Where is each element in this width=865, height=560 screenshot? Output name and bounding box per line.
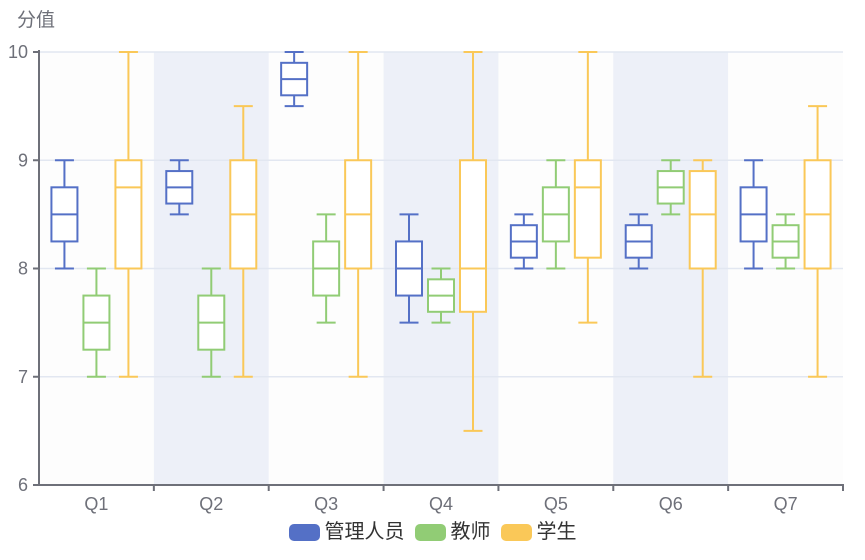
legend-item-teachers[interactable]: 教师 [414, 521, 491, 543]
boxplot-box-teachers-q2[interactable] [197, 267, 226, 378]
x-axis-label-q3: Q3 [314, 494, 338, 514]
boxplot-box-students-q6[interactable] [688, 159, 717, 378]
y-axis-label: 8 [18, 259, 28, 279]
y-axis-label: 7 [18, 367, 28, 387]
legend-label-teachers: 教师 [450, 521, 491, 543]
boxplot-box-admin-staff-q1[interactable] [50, 159, 79, 270]
boxplot-box-students-q2[interactable] [229, 105, 258, 378]
boxplot-box-teachers-q3[interactable] [312, 213, 341, 324]
boxplot-box-admin-staff-q6[interactable] [624, 213, 653, 270]
boxplot-box-teachers-q5[interactable] [541, 159, 570, 270]
boxplot-box-admin-staff-q2[interactable] [165, 159, 194, 216]
x-axis-label-q7: Q7 [774, 494, 798, 514]
boxplot-box-teachers-q6[interactable] [656, 159, 685, 216]
boxplot-box-students-q3[interactable] [344, 51, 373, 378]
legend-label-students: 学生 [536, 521, 577, 543]
boxplot-box-teachers-q4[interactable] [427, 267, 455, 324]
legend-swatch-admin-staff [288, 523, 320, 541]
chart-legend: 管理人员 教师 学生 [0, 522, 865, 542]
legend-label-admin-staff: 管理人员 [324, 521, 405, 543]
boxplot-box-admin-staff-q7[interactable] [739, 159, 768, 270]
y-axis-title: 分值 [17, 9, 55, 31]
x-axis-label-q1: Q1 [84, 494, 108, 514]
x-axis-label-q6: Q6 [659, 494, 683, 514]
y-axis-label: 10 [8, 42, 28, 62]
boxplot-box-admin-staff-q5[interactable] [509, 213, 538, 270]
y-axis-label: 6 [18, 475, 28, 495]
boxplot-box-teachers-q7[interactable] [771, 213, 800, 270]
legend-swatch-teachers [414, 523, 446, 541]
legend-swatch-students [500, 523, 532, 541]
boxplot-box-students-q7[interactable] [803, 105, 832, 378]
boxplot-box-students-q1[interactable] [114, 51, 143, 378]
boxplot-box-students-q4[interactable] [459, 51, 487, 432]
boxplot-box-admin-staff-q4[interactable] [395, 213, 423, 324]
legend-item-admin-staff[interactable]: 管理人员 [288, 521, 405, 543]
boxplot-box-admin-staff-q3[interactable] [280, 51, 309, 108]
x-axis-label-q5: Q5 [544, 494, 568, 514]
x-axis-label-q2: Q2 [199, 494, 223, 514]
boxplot-box-students-q5[interactable] [573, 51, 602, 324]
y-axis-label: 9 [18, 150, 28, 170]
legend-item-students[interactable]: 学生 [500, 521, 577, 543]
x-axis-label-q4: Q4 [429, 494, 453, 514]
boxplot-box-teachers-q1[interactable] [82, 267, 111, 378]
